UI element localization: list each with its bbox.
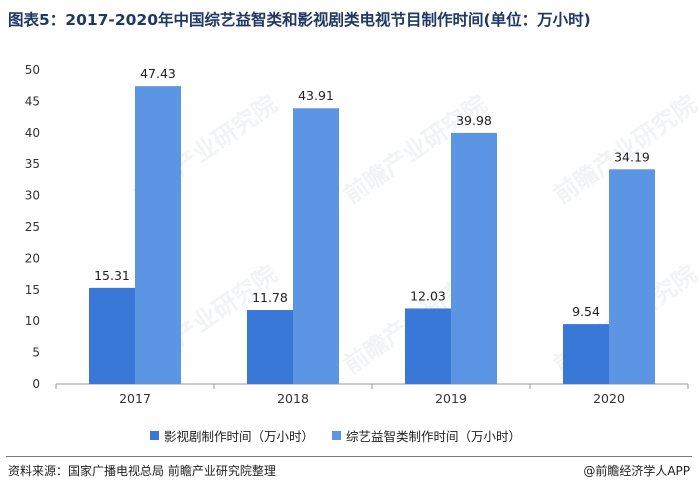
x-tick-label: 2020 [593, 391, 625, 406]
legend-label-series2: 综艺益智类制作时间（万小时） [346, 429, 522, 444]
data-label-series2: 34.19 [614, 149, 650, 164]
bar-series2 [609, 169, 655, 384]
y-tick-label: 10 [25, 314, 40, 328]
y-tick-label: 45 [25, 94, 40, 108]
y-tick-label: 5 [32, 346, 40, 360]
y-tick-label: 35 [25, 157, 40, 171]
bar-series2 [135, 86, 181, 385]
brand-credit: @前瞻经济学人APP [583, 464, 690, 478]
legend-swatch-series2 [332, 431, 342, 440]
y-tick-label: 50 [25, 63, 40, 77]
legend-swatch-series1 [150, 431, 159, 440]
data-label-series2: 47.43 [140, 66, 176, 81]
legend-item-series2: 综艺益智类制作时间（万小时） [332, 426, 521, 445]
bar-series2 [293, 108, 339, 384]
y-tick-label: 25 [25, 220, 40, 234]
x-tick-label: 2019 [435, 391, 467, 406]
x-tick-label: 2018 [277, 391, 309, 406]
data-label-series1: 12.03 [410, 288, 446, 303]
x-tick-label: 2017 [119, 391, 151, 406]
chart-legend: 影视剧制作时间（万小时） 综艺益智类制作时间（万小时） [150, 426, 521, 445]
y-tick-label: 0 [32, 377, 40, 391]
data-label-series1: 9.54 [572, 304, 600, 319]
y-tick-label: 40 [25, 126, 40, 140]
footer-divider [6, 456, 692, 457]
bar-series2 [451, 132, 497, 384]
data-label-series1: 11.78 [252, 290, 288, 305]
bar-series1 [247, 310, 293, 384]
data-label-series2: 39.98 [456, 113, 492, 128]
legend-label-series1: 影视剧制作时间（万小时） [164, 429, 315, 444]
data-label-series2: 43.91 [298, 88, 334, 103]
y-tick-label: 30 [25, 189, 40, 203]
source-note: 资料来源：国家广播电视总局 前瞻产业研究院整理 [8, 464, 276, 478]
data-label-series1: 15.31 [94, 268, 130, 283]
chart-title: 图表5：2017-2020年中国综艺益智类和影视剧类电视节目制作时间(单位：万小… [8, 11, 591, 29]
bar-series1 [405, 308, 451, 384]
bar-series1 [563, 324, 609, 384]
legend-item-series1: 影视剧制作时间（万小时） [150, 426, 314, 445]
y-tick-label: 20 [25, 251, 40, 265]
bar-series1 [89, 287, 135, 384]
y-tick-label: 15 [25, 283, 40, 297]
